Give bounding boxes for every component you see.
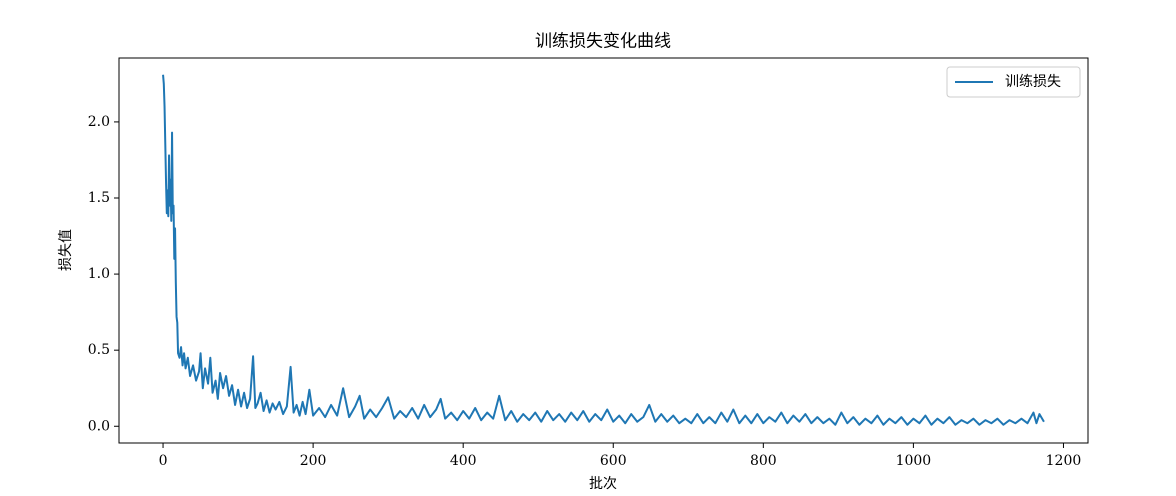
y-tick-label: 1.0: [88, 266, 110, 282]
plot-frame: [118, 57, 1089, 444]
x-tick-label: 1200: [1046, 453, 1082, 469]
loss-line: [162, 74, 1045, 426]
x-tick-label: 0: [159, 453, 168, 469]
x-axis-label: 批次: [589, 476, 617, 492]
legend-label: 训练损失: [1005, 74, 1061, 90]
y-tick-label: 0.0: [88, 418, 110, 434]
x-tick-label: 600: [600, 453, 627, 469]
y-tick-label: 0.5: [88, 342, 110, 358]
x-tick-label: 400: [450, 453, 477, 469]
x-tick-label: 1000: [896, 453, 932, 469]
y-tick-label: 2.0: [88, 114, 110, 130]
x-tick-label: 800: [750, 453, 777, 469]
x-tick-label: 200: [300, 453, 327, 469]
y-tick-label: 1.5: [88, 190, 110, 206]
legend-box: [946, 66, 1081, 98]
y-axis-label: 损失值: [58, 229, 74, 271]
chart-title: 训练损失变化曲线: [535, 32, 671, 52]
